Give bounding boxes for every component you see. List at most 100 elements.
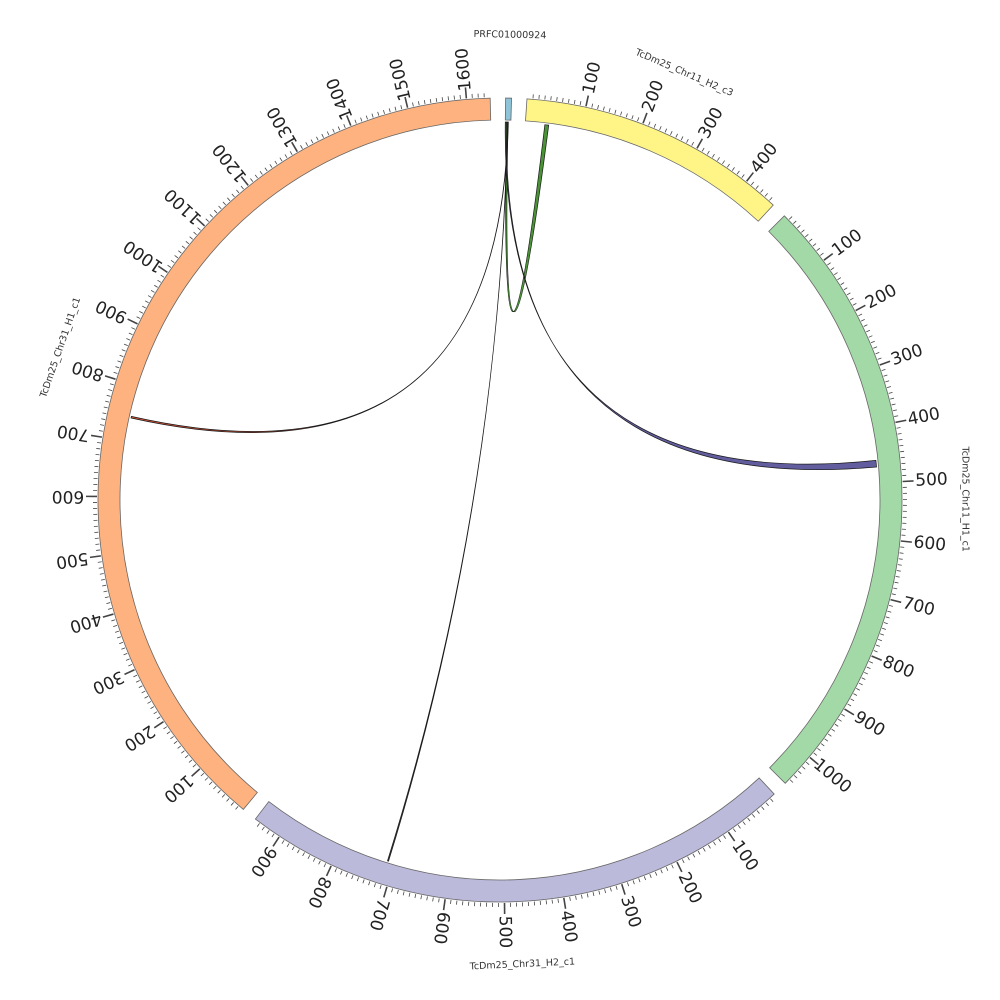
minor-tick [266, 830, 270, 834]
minor-tick [418, 101, 420, 106]
minor-tick [550, 96, 552, 101]
minor-tick [310, 139, 314, 144]
major-tick [823, 253, 834, 261]
tick-label: 500 [915, 469, 948, 490]
segment-chr31-h2-c1 [254, 777, 775, 903]
minor-tick [97, 561, 102, 563]
minor-tick [429, 98, 432, 104]
minor-tick [106, 394, 111, 397]
minor-tick [447, 96, 449, 101]
minor-tick [808, 238, 813, 242]
minor-tick [615, 885, 618, 890]
tick-label: 400 [67, 608, 104, 636]
major-tick [240, 176, 249, 186]
minor-tick [326, 131, 330, 136]
major-tick [696, 138, 704, 149]
minor-tick [274, 160, 278, 165]
minor-tick [156, 716, 161, 720]
minor-tick [747, 817, 751, 822]
minor-tick [204, 777, 209, 781]
minor-tick [638, 878, 641, 883]
minor-tick [586, 893, 589, 898]
minor-tick [423, 100, 426, 105]
minor-tick [138, 685, 143, 688]
minor-tick [115, 366, 120, 369]
major-tick [642, 112, 648, 124]
tick-label: 300 [89, 666, 127, 698]
major-tick [855, 304, 866, 312]
minor-tick [345, 872, 348, 877]
minor-tick [147, 295, 152, 298]
minor-tick [318, 860, 321, 865]
minor-tick [805, 234, 809, 238]
minor-tick [230, 802, 234, 806]
minor-tick [660, 869, 663, 874]
minor-tick [291, 846, 295, 851]
major-tick [895, 419, 907, 424]
minor-tick [147, 701, 152, 704]
minor-tick [114, 630, 120, 633]
minor-tick [866, 329, 871, 333]
minor-tick [305, 142, 309, 147]
minor-tick [323, 863, 327, 868]
minor-tick [108, 389, 113, 391]
minor-tick [888, 604, 893, 607]
minor-tick [144, 695, 149, 699]
tick-label: 200 [674, 869, 706, 907]
minor-tick [569, 896, 571, 901]
minor-tick [414, 894, 417, 899]
minor-tick [351, 875, 354, 880]
major-tick [291, 141, 298, 153]
minor-tick [665, 866, 669, 871]
minor-tick [379, 884, 382, 890]
minor-tick [217, 790, 221, 794]
major-tick [104, 375, 116, 380]
minor-tick [153, 711, 158, 715]
minor-tick [119, 354, 124, 358]
tick-label: 1500 [386, 56, 415, 103]
minor-tick [157, 279, 162, 283]
minor-tick [731, 167, 735, 171]
minor-tick [886, 386, 891, 389]
minor-tick [222, 201, 226, 206]
minor-tick [697, 850, 701, 855]
minor-tick [289, 151, 293, 155]
minor-tick [116, 636, 122, 639]
tick-label: 400 [747, 139, 783, 177]
minor-tick [261, 826, 265, 831]
minor-tick [643, 876, 647, 881]
minor-tick [894, 415, 899, 417]
minor-tick [881, 627, 886, 630]
minor-tick [557, 898, 559, 903]
segment-prfc01000924 [504, 97, 512, 121]
tick-label: 1000 [120, 236, 167, 277]
minor-tick [820, 252, 824, 256]
minor-tick [827, 262, 831, 266]
minor-tick [150, 706, 155, 709]
minor-tick [597, 105, 599, 110]
minor-tick [235, 806, 239, 810]
minor-tick [881, 368, 886, 371]
major-tick [127, 318, 138, 325]
minor-tick [899, 444, 904, 447]
minor-tick [701, 147, 705, 152]
minor-tick [100, 578, 105, 581]
minor-tick [192, 764, 197, 768]
minor-tick [801, 229, 805, 233]
segments-layer [97, 97, 903, 903]
minor-tick [604, 889, 607, 894]
minor-tick [189, 236, 193, 240]
minor-tick [185, 240, 190, 245]
minor-tick [163, 726, 168, 730]
tick-label: 100 [828, 225, 866, 260]
tick-label: 100 [579, 60, 605, 96]
minor-tick [712, 153, 715, 158]
minor-tick [718, 838, 721, 843]
minor-tick [834, 723, 839, 727]
minor-tick [602, 106, 605, 111]
minor-tick [575, 895, 577, 900]
minor-tick [765, 802, 769, 807]
minor-tick [104, 596, 109, 599]
minor-tick [354, 119, 357, 124]
minor-tick [751, 813, 756, 818]
